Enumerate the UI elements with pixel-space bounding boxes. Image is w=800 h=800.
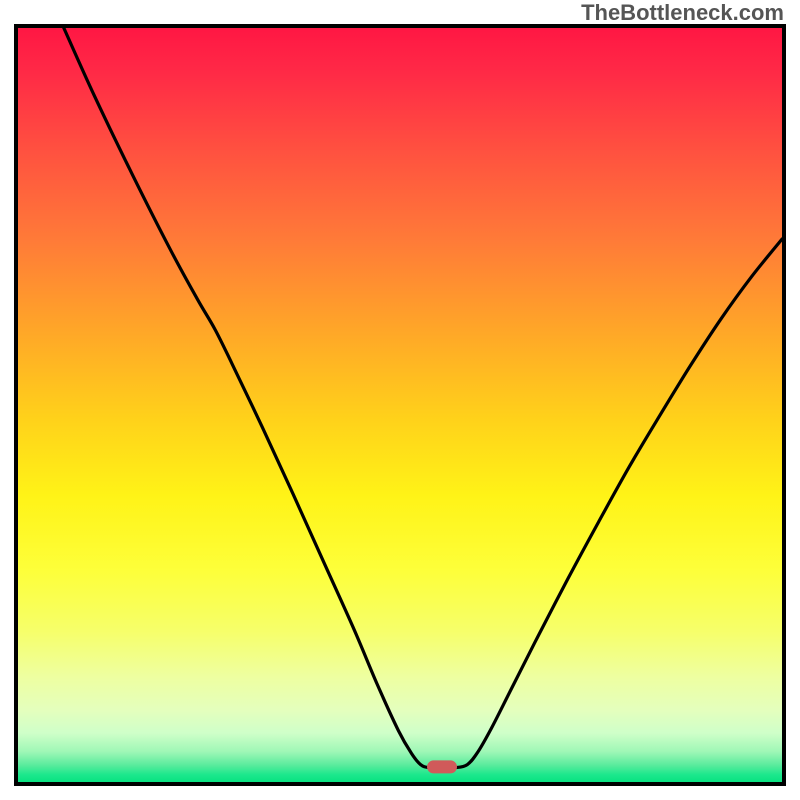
chart-container: TheBottleneck.com [0, 0, 800, 800]
optimum-marker [427, 760, 457, 773]
bottleneck-chart: TheBottleneck.com [0, 0, 800, 800]
watermark: TheBottleneck.com [581, 0, 784, 25]
